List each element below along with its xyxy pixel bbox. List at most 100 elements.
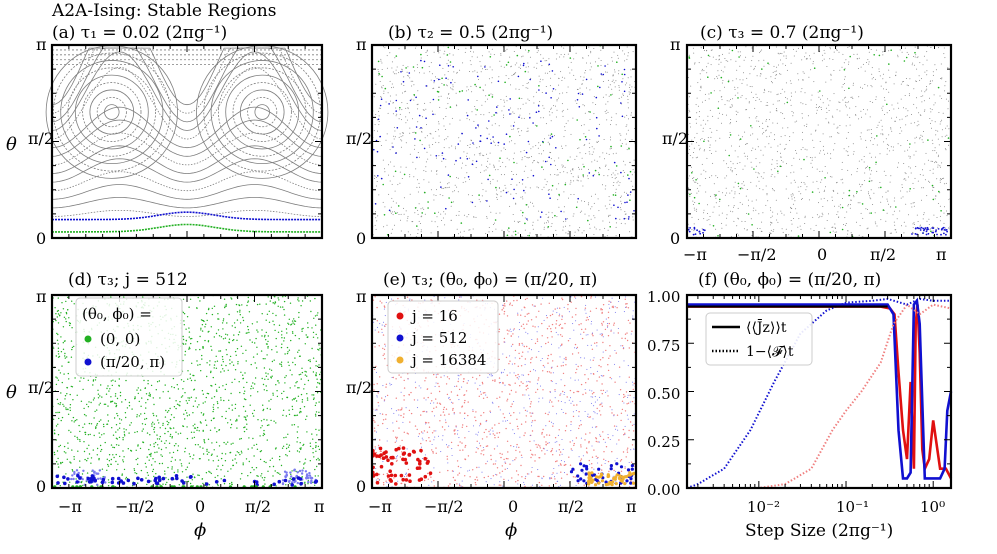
c-gray-point [869,197,871,199]
b-gray-point [374,178,375,179]
b-gray-point [558,183,560,185]
b-gray-point [509,107,511,109]
b-gray-point [628,118,629,120]
d-green-point [281,334,283,336]
c-gray-point [795,50,797,52]
c-gray-point [937,227,939,229]
d-green-point [314,404,317,407]
c-gray-point [878,187,880,189]
c-gray-point [778,53,780,55]
d-green-point [315,411,318,413]
c-gray-point [939,205,941,207]
c-gray-point [755,185,757,187]
c-gray-point [864,172,866,174]
d-green-point [271,457,273,459]
c-gray-point [845,223,847,224]
d-green-point [265,319,267,321]
c-gray-point [753,207,755,209]
d-green-point [269,300,271,302]
c-gray-point [932,172,934,174]
c-gray-point [776,122,778,124]
b-gray-point [629,92,631,94]
d-green-point [153,431,156,433]
d-green-point [104,403,107,405]
c-blue-point [916,233,918,236]
c-gray-point [772,211,774,213]
b-gray-point [481,55,483,57]
a-orbit-curve [51,47,323,123]
c-gray-point [782,127,784,129]
c-gray-point [715,140,717,142]
d-green-point [72,416,75,419]
b-green-point [514,233,517,236]
c-gray-point [948,144,950,146]
d-green-point [315,441,317,444]
b-gray-point [535,234,537,236]
b-gray-point [612,185,614,186]
c-gray-point [774,139,775,141]
d-green-point [264,334,266,337]
d-green-point [118,378,121,380]
d-green-point [207,438,210,440]
d-green-point [264,378,266,380]
c-gray-point [913,154,915,156]
d-green-point [300,448,302,451]
c-gray-point [837,132,839,134]
b-blue-point [525,151,528,154]
d-green-point [260,475,262,477]
d-green-point [316,386,318,388]
b-gray-point [411,98,413,100]
d-green-point [220,371,222,373]
c-gray-point [769,232,771,234]
c-gray-point [802,103,804,105]
c-gray-point [700,173,702,175]
b-gray-point [445,129,447,130]
d-green-point [200,329,202,331]
d-green-point [159,427,161,429]
c-gray-point [913,56,914,57]
b-gray-point [485,127,487,129]
b-green-point [612,194,615,196]
d-green-point [55,411,57,414]
c-gray-point [812,139,814,141]
b-gray-point [439,194,441,196]
d-green-point [221,452,223,455]
d-green-point [131,408,133,410]
b-gray-point [533,66,535,68]
d-green-point [288,409,290,411]
b-green-point [448,197,450,199]
d-green-point [317,445,320,448]
c-gray-point [785,57,787,59]
c-gray-point [789,99,791,101]
b-gray-point [627,55,629,57]
a-island-contour [96,96,127,128]
d-green-point [238,304,241,307]
d-green-point [213,449,215,451]
c-gray-point [709,109,711,111]
b-gray-point [522,85,524,87]
b-gray-point [446,97,448,99]
d-green-point [186,412,188,414]
b-gray-point [459,235,461,237]
panel-d-title: (d) τ₃; j = 512 [68,270,188,290]
b-gray-point [633,159,635,161]
b-gray-point [570,181,572,183]
d-green-point [256,448,259,450]
b-gray-point [607,175,609,177]
b-gray-point [571,168,573,170]
d-green-point [182,343,185,345]
d-green-point [245,398,247,401]
b-gray-point [589,118,591,120]
c-gray-point [948,227,949,229]
d-green-point [265,385,267,387]
b-gray-point [585,153,587,155]
b-blue-point [414,138,416,140]
b-blue-point [595,116,598,119]
b-gray-point [563,47,565,49]
b-gray-point [543,169,544,171]
c-gray-point [712,115,714,117]
d-green-point [165,440,167,442]
c-gray-point [757,138,759,140]
c-gray-point [791,223,793,225]
c-gray-point [848,146,850,148]
